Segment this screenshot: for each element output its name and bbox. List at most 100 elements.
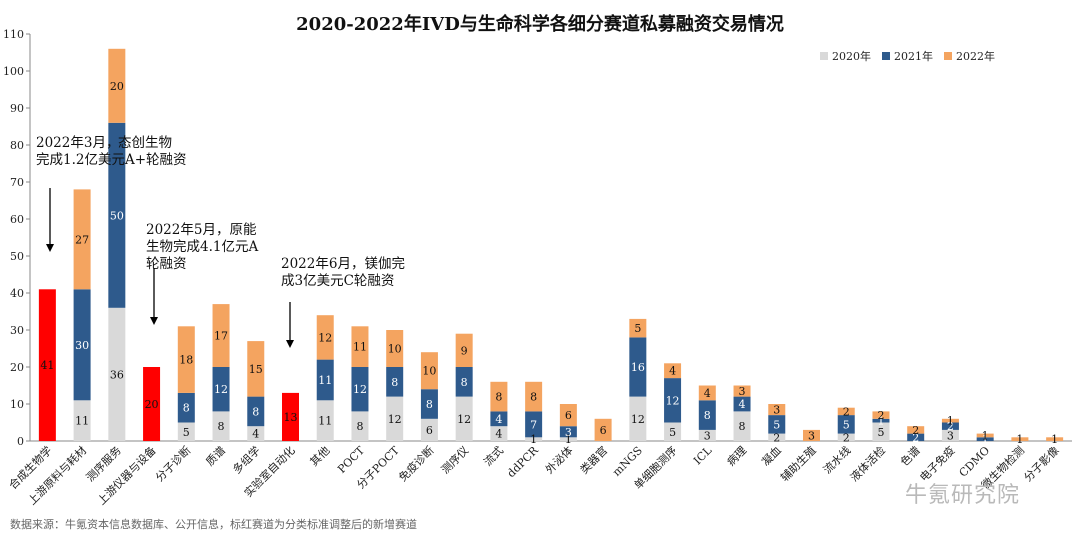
data-label: 8 [252, 405, 259, 418]
category-label: 免疫诊断 [396, 443, 437, 484]
data-label: 6 [565, 409, 572, 422]
annotation-text: 轮融资 [146, 256, 187, 272]
data-label: 3 [704, 429, 711, 442]
bar-segment [455, 333, 473, 367]
data-label: 12 [388, 413, 402, 426]
data-label: 2 [843, 405, 850, 418]
bar-segment [976, 433, 994, 438]
y-tick-label: 10 [10, 398, 24, 411]
data-label: 5 [843, 418, 850, 431]
bar-segment [733, 396, 751, 412]
bar-segment [73, 400, 91, 441]
data-label: 1 [530, 433, 537, 446]
watermark: 牛氪研究院 [905, 483, 1021, 508]
bar-segment [803, 429, 820, 441]
bar-segment [1011, 437, 1029, 441]
bar-segment [733, 411, 751, 441]
data-label: 13 [284, 411, 298, 424]
category-label: 凝血 [758, 443, 783, 468]
bar-segment [386, 367, 404, 397]
bar-segment [490, 381, 508, 412]
data-label: 41 [40, 359, 54, 372]
category-label: 辅助生殖 [778, 443, 819, 484]
bar-segment [490, 426, 508, 441]
y-tick-label: 100 [3, 65, 24, 78]
bar-segment [177, 392, 195, 423]
bar-segment [941, 418, 959, 423]
data-label: 2 [877, 409, 884, 422]
data-label: 50 [110, 209, 124, 222]
category-label: 色谱 [897, 443, 922, 468]
data-label: 12 [631, 413, 645, 426]
data-label: 20 [145, 398, 159, 411]
bar-segment [247, 426, 265, 441]
data-label: 15 [249, 363, 263, 376]
category-label: 分子影像 [1021, 444, 1061, 484]
bar-segment [837, 407, 855, 416]
bar-segment [420, 352, 438, 390]
data-label: 17 [214, 330, 228, 343]
data-label: 4 [495, 413, 502, 426]
bar-segment [282, 392, 299, 441]
bar-segment [212, 304, 230, 367]
bar-segment [455, 367, 473, 397]
bar-segment [420, 418, 438, 441]
bar-segment [525, 437, 543, 441]
bar-segment [733, 385, 751, 397]
data-label: 7 [530, 418, 537, 431]
bar-segment [316, 400, 334, 441]
legend-label: 2021年 [894, 49, 933, 63]
bar-segment [177, 422, 195, 441]
data-label: 5 [773, 418, 780, 431]
bar-segment [525, 381, 543, 412]
annotation-arrow-head [150, 317, 158, 325]
bar-segment [629, 396, 647, 441]
y-tick-label: 20 [10, 361, 24, 374]
data-label: 8 [530, 391, 537, 404]
bar-segment [420, 389, 438, 419]
data-label: 12 [214, 383, 228, 396]
bar-segment [351, 326, 369, 367]
category-label: 病理 [724, 443, 749, 468]
data-label: 2 [773, 431, 780, 444]
data-label: 3 [947, 429, 954, 442]
bar-segment [38, 289, 56, 441]
source-note: 数据来源：牛氪资本信息数据库、公开信息，标红赛道为分类标准调整后的新增赛道 [10, 518, 417, 531]
bar-segment [941, 429, 959, 441]
data-label: 30 [75, 339, 89, 352]
category-label: 测序仪 [438, 443, 471, 476]
category-label: 上游原料与耗材 [25, 443, 89, 507]
data-label: 1 [1016, 433, 1023, 446]
bar-segment [455, 396, 473, 441]
data-label: 12 [666, 394, 680, 407]
data-label: 6 [426, 424, 433, 437]
data-label: 1 [1051, 433, 1058, 446]
legend-swatch [944, 52, 952, 60]
data-label: 3 [773, 404, 780, 417]
data-label: 8 [426, 398, 433, 411]
data-label: 18 [179, 354, 193, 367]
bar-segment [559, 426, 577, 438]
data-label: 3 [565, 426, 572, 439]
bar-segment [907, 433, 925, 441]
data-label: 4 [495, 428, 502, 441]
legend-swatch [882, 52, 890, 60]
annotation-text: 完成1.2亿美元A+轮融资 [36, 152, 187, 168]
data-label: 12 [457, 413, 471, 426]
bar-segment [664, 422, 682, 441]
data-label: 27 [75, 233, 89, 246]
data-label: 4 [252, 428, 259, 441]
annotation-text: 生物完成4.1亿元A [146, 239, 258, 255]
bar-segment [664, 363, 682, 379]
bar-segment [247, 341, 265, 397]
bar-segment [351, 411, 369, 441]
category-label: ddPCR [505, 443, 542, 480]
bar-segment [768, 415, 786, 434]
bars [38, 48, 1064, 441]
data-label: 8 [218, 420, 225, 433]
bar-segment [490, 411, 508, 427]
category-label: 液体活检 [847, 443, 888, 484]
data-label: 2 [947, 420, 954, 433]
